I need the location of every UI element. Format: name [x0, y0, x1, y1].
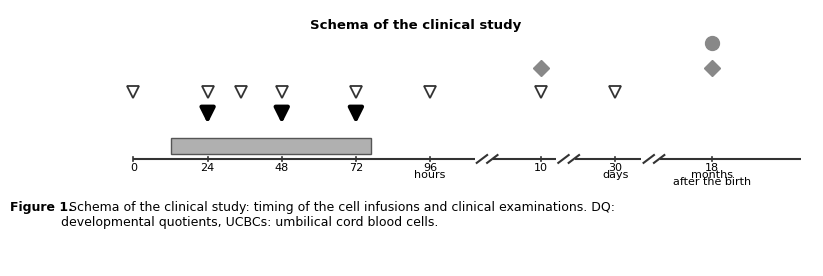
- Text: after the birth: after the birth: [672, 177, 751, 187]
- Bar: [170, 138, 370, 154]
- Text: 18: 18: [704, 163, 718, 173]
- Text: Schema of the clinical study: timing of the cell infusions and clinical examinat: Schema of the clinical study: timing of …: [61, 201, 615, 229]
- Text: 96: 96: [423, 163, 437, 173]
- Text: Schema of the clinical study: Schema of the clinical study: [309, 19, 521, 32]
- Text: months: months: [690, 170, 732, 180]
- Text: 0: 0: [130, 163, 137, 173]
- Text: 30: 30: [608, 163, 622, 173]
- Text: 10: 10: [534, 163, 548, 173]
- Text: 24: 24: [201, 163, 215, 173]
- Text: 72: 72: [349, 163, 363, 173]
- Text: 48: 48: [275, 163, 289, 173]
- Text: hours: hours: [414, 170, 446, 180]
- Text: days: days: [602, 170, 629, 180]
- Text: Figure 1.: Figure 1.: [10, 201, 72, 214]
